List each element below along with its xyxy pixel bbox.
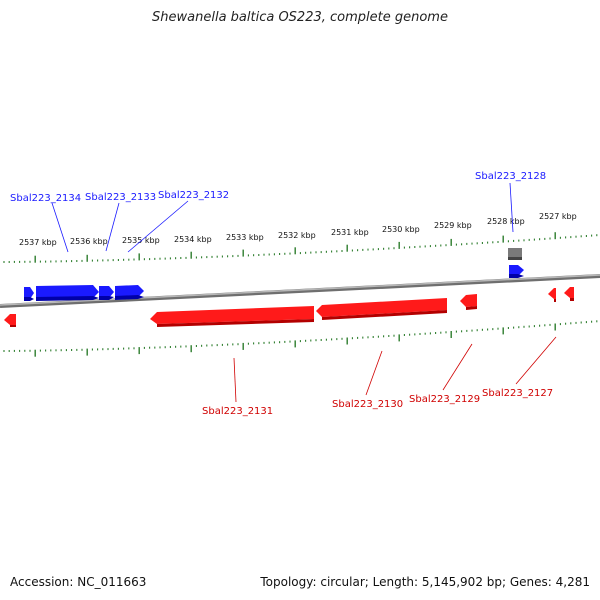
gene-forward-sbal223-2128[interactable] xyxy=(509,265,524,278)
genome-summary-text: Topology: circular; Length: 5,145,902 bp… xyxy=(260,575,590,589)
gene-reverse-sbal223-2129[interactable] xyxy=(460,294,477,310)
gene-reverse-sbal223-2130[interactable] xyxy=(316,298,447,320)
accession-text: Accession: NC_011663 xyxy=(10,575,147,589)
ruler-label: 2529 kbp xyxy=(434,221,472,230)
gene-label-sbal223-2129[interactable]: Sbal223_2129 xyxy=(409,394,480,405)
ruler-label: 2533 kbp xyxy=(226,233,264,242)
ruler-label: 2530 kbp xyxy=(382,225,420,234)
ruler-label: 2528 kbp xyxy=(487,217,525,226)
genome-backbone xyxy=(0,274,600,308)
gene-reverse-left-edge[interactable] xyxy=(4,314,16,327)
ruler-label: 2527 kbp xyxy=(539,212,577,221)
gene-reverse-sbal223-2127[interactable] xyxy=(564,287,574,301)
gene-label-sbal223-2132[interactable]: Sbal223_2132 xyxy=(158,190,229,201)
callout-line xyxy=(233,357,237,403)
gene-reverse-sbal223-2131[interactable] xyxy=(150,306,314,327)
gene-label-sbal223-2127[interactable]: Sbal223_2127 xyxy=(482,388,553,399)
ruler-label: 2532 kbp xyxy=(278,231,316,240)
gene-label-sbal223-2128[interactable]: Sbal223_2128 xyxy=(475,171,546,182)
ruler-ticks-upper xyxy=(3,232,598,263)
callout-line xyxy=(51,202,69,253)
ruler-label: 2534 kbp xyxy=(174,235,212,244)
ruler-label: 2535 kbp xyxy=(122,236,160,245)
callout-line xyxy=(515,336,557,385)
gene-forward-sbal223-2133[interactable] xyxy=(99,286,114,300)
ruler-label: 2537 kbp xyxy=(19,238,57,247)
callout-line xyxy=(365,350,383,396)
gene-forward-sbal223-2132[interactable] xyxy=(115,285,144,300)
genome-title: Shewanella baltica OS223, complete genom… xyxy=(152,10,448,25)
gene-label-sbal223-2130[interactable]: Sbal223_2130 xyxy=(332,399,403,410)
gene-forward-sbal223-2134[interactable] xyxy=(24,287,34,301)
callout-line xyxy=(442,343,473,391)
gene-label-sbal223-2133[interactable]: Sbal223_2133 xyxy=(85,192,156,203)
ruler-label: 2531 kbp xyxy=(331,228,369,237)
callout-line xyxy=(105,202,120,252)
gene-other-feature[interactable] xyxy=(508,248,522,260)
gene-reverse-sbal223-2127-a[interactable] xyxy=(548,288,556,302)
gene-forward-sbal223-2134[interactable] xyxy=(36,285,99,301)
ruler-ticks-lower xyxy=(3,320,598,357)
ruler-label: 2536 kbp xyxy=(70,237,108,246)
gene-label-sbal223-2131[interactable]: Sbal223_2131 xyxy=(202,406,273,417)
callout-line xyxy=(509,182,514,233)
gene-label-sbal223-2134[interactable]: Sbal223_2134 xyxy=(10,193,81,204)
callout-line xyxy=(127,200,189,253)
